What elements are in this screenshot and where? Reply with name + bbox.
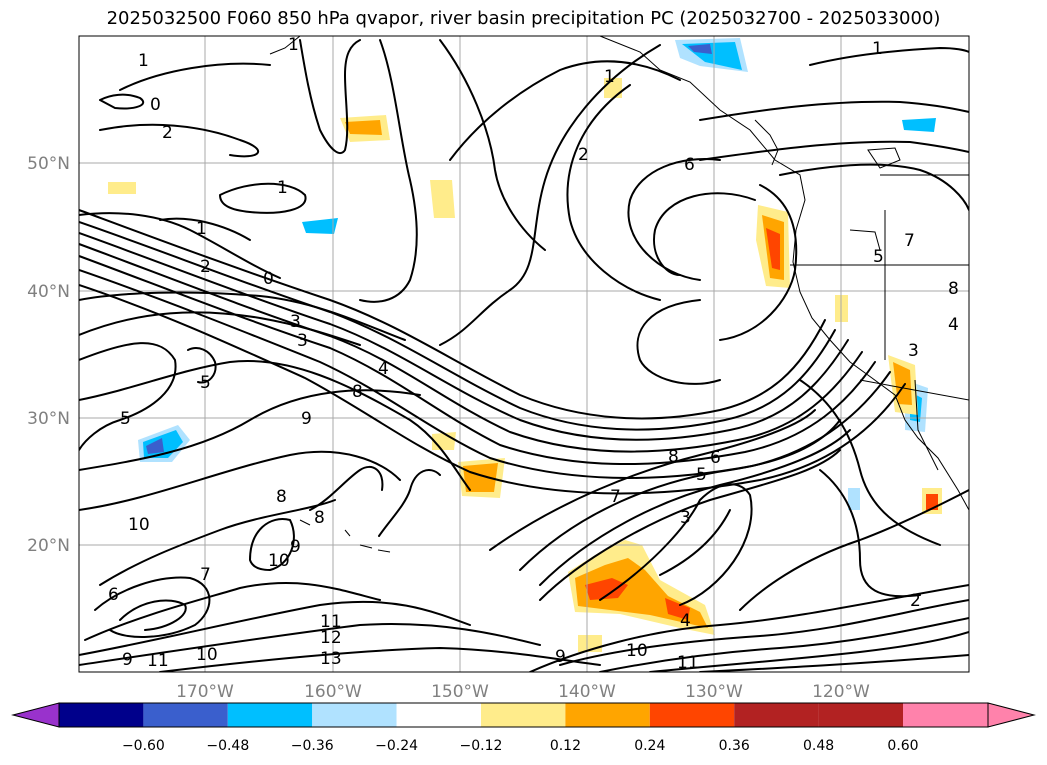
contour-label: 2 bbox=[200, 257, 211, 277]
contour-label: 2 bbox=[578, 145, 589, 165]
contour-label: 9 bbox=[122, 650, 133, 670]
contour-label: 5 bbox=[873, 247, 884, 267]
colorbar-tick-label: 0.60 bbox=[887, 738, 918, 754]
colorbar-segment bbox=[227, 703, 313, 727]
colorbar-segment bbox=[649, 703, 735, 727]
contour-label: 6 bbox=[710, 448, 721, 468]
colorbar-tick-label: −0.24 bbox=[375, 738, 418, 754]
contour-label: 0 bbox=[150, 95, 161, 115]
colorbar-tick-label: −0.36 bbox=[291, 738, 334, 754]
colorbar-extend-right bbox=[987, 702, 1036, 728]
contour-label: 1 bbox=[277, 178, 288, 198]
map-title: 2025032500 F060 850 hPa qvapor, river ba… bbox=[106, 8, 941, 29]
contour-label: 8 bbox=[948, 279, 959, 299]
contour-label: 6 bbox=[108, 585, 119, 605]
lat-label: 50°N bbox=[27, 154, 70, 174]
contour-label: 2 bbox=[910, 591, 921, 611]
graticule bbox=[79, 36, 969, 672]
contour-label: 1 bbox=[872, 39, 883, 59]
precip-shading bbox=[108, 38, 942, 652]
colorbar-segment bbox=[481, 703, 566, 727]
colorbar-segment bbox=[396, 703, 481, 727]
contour-label: 11 bbox=[320, 612, 342, 632]
colorbar-segment bbox=[59, 703, 144, 727]
contour-label: 2 bbox=[162, 123, 173, 143]
lat-label: 20°N bbox=[27, 536, 70, 556]
colorbar-ticks: −0.60 −0.48 −0.36 −0.24 −0.12 0.12 0.24 … bbox=[122, 738, 919, 754]
contour-label: 8 bbox=[668, 447, 679, 467]
lon-label: 150°W bbox=[431, 682, 489, 702]
contour-label: 3 bbox=[297, 331, 308, 351]
contour-label: 8 bbox=[314, 508, 325, 528]
colorbar-frame bbox=[58, 702, 989, 728]
contour-label: 7 bbox=[610, 487, 621, 507]
colorbar-segment bbox=[312, 703, 397, 727]
colorbar-tick-label: 0.48 bbox=[803, 738, 834, 754]
contour-label: 13 bbox=[320, 649, 342, 669]
contour-label: 3 bbox=[290, 312, 301, 332]
colorbar-segment bbox=[565, 703, 650, 727]
contour-label: 4 bbox=[378, 359, 389, 379]
contour-label: 7 bbox=[200, 565, 211, 585]
moisture-contours bbox=[79, 39, 969, 672]
colorbar-segment bbox=[734, 703, 819, 727]
colorbar-extend-left bbox=[11, 702, 60, 728]
lon-label: 170°W bbox=[176, 682, 234, 702]
contour-label: 3 bbox=[680, 508, 691, 528]
contour-label: 9 bbox=[555, 647, 566, 667]
contour-label: 8 bbox=[276, 487, 287, 507]
colorbar-segment bbox=[903, 703, 988, 727]
contour-label: 10 bbox=[268, 551, 290, 571]
lon-label: 120°W bbox=[812, 682, 870, 702]
colorbar-segment bbox=[818, 703, 903, 727]
colorbar-tick-label: 0.12 bbox=[550, 738, 581, 754]
contour-label: 4 bbox=[680, 611, 691, 631]
lon-axis: 170°W 160°W 150°W 140°W 130°W 120°W bbox=[176, 682, 870, 702]
contour-label: 6 bbox=[684, 155, 695, 175]
contour-label: 3 bbox=[908, 341, 919, 361]
colorbar-tick-label: −0.48 bbox=[206, 738, 249, 754]
contour-label: 11 bbox=[677, 653, 699, 673]
contour-label: 9 bbox=[290, 537, 301, 557]
colorbar-tick-label: −0.60 bbox=[122, 738, 165, 754]
lon-label: 140°W bbox=[558, 682, 616, 702]
contour-label: 1 bbox=[604, 67, 615, 87]
contour-label: 10 bbox=[196, 645, 218, 665]
contour-label: 1 bbox=[288, 35, 299, 55]
colorbar: −0.60 −0.48 −0.36 −0.24 −0.12 0.12 0.24 … bbox=[11, 702, 1036, 754]
lat-axis: 50°N 40°N 30°N 20°N bbox=[27, 154, 70, 556]
contour-label: 10 bbox=[626, 641, 648, 661]
contour-label: 5 bbox=[200, 373, 211, 393]
coastlines bbox=[269, 36, 969, 553]
contour-label: 10 bbox=[128, 515, 150, 535]
colorbar-segment bbox=[143, 703, 228, 727]
contour-label: 8 bbox=[352, 382, 363, 402]
contour-label: 5 bbox=[696, 465, 707, 485]
lat-label: 30°N bbox=[27, 409, 70, 429]
contour-label: 12 bbox=[320, 628, 342, 648]
contour-label: 5 bbox=[120, 409, 131, 429]
lat-label: 40°N bbox=[27, 282, 70, 302]
contour-label: 1 bbox=[196, 219, 207, 239]
plot-frame bbox=[78, 35, 970, 673]
contour-label: 7 bbox=[904, 231, 915, 251]
lon-label: 130°W bbox=[685, 682, 743, 702]
contour-label: 0 bbox=[263, 269, 274, 289]
colorbar-tick-label: 0.24 bbox=[634, 738, 665, 754]
contour-label: 1 bbox=[138, 51, 149, 71]
colorbar-tick-label: 0.36 bbox=[719, 738, 750, 754]
colorbar-tick-label: −0.12 bbox=[460, 738, 503, 754]
contour-label: 9 bbox=[301, 409, 312, 429]
lon-label: 160°W bbox=[304, 682, 362, 702]
contour-label: 4 bbox=[948, 315, 959, 335]
contour-labels: 1 0 2 1 1 2 0 3 3 5 5 4 8 9 8 8 10 9 10 … bbox=[108, 35, 959, 673]
contour-label: 11 bbox=[147, 651, 169, 671]
